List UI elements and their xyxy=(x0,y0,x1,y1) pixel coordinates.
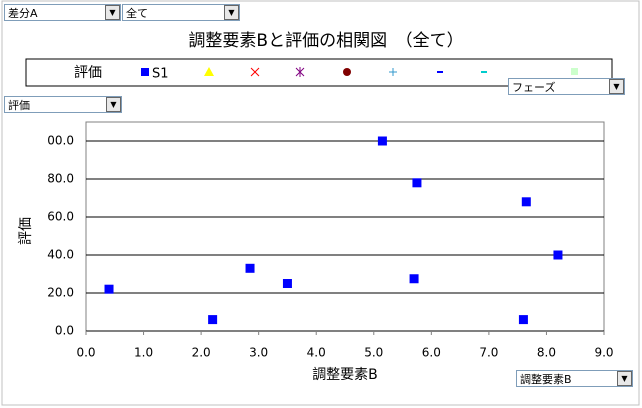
phase-dropdown[interactable]: フェーズ ▼ xyxy=(508,78,625,95)
point xyxy=(518,315,528,325)
point xyxy=(208,315,218,325)
x-tick-label: 5.0 xyxy=(364,346,383,360)
x-tick-label: 2.0 xyxy=(192,346,211,360)
filter-dropdown[interactable]: 差分A ▼ xyxy=(4,4,121,21)
dropdown-text: 差分A xyxy=(8,7,38,20)
legend-marker xyxy=(295,67,305,77)
legend-marker xyxy=(141,68,149,76)
chart-title: 調整要素Bと評価の相関図 （全て） xyxy=(188,31,463,51)
x-tick-label: 8.0 xyxy=(537,346,556,360)
y-tick-label: 40.0 xyxy=(47,248,74,262)
dropdown-text: フェーズ xyxy=(512,81,556,94)
point xyxy=(245,263,255,273)
x-field-dropdown[interactable]: 調整要素B ▼ xyxy=(516,370,633,387)
legend-marker xyxy=(571,68,578,75)
y-axis-title: 評価 xyxy=(18,217,34,245)
dropdown-text: 評価 xyxy=(8,99,30,112)
y-tick-label: 80.0 xyxy=(47,172,74,186)
y-tick-label: 0.0 xyxy=(55,324,74,338)
point xyxy=(282,279,292,288)
x-tick-label: 4.0 xyxy=(307,346,326,360)
y-tick-label: 20.0 xyxy=(47,286,74,300)
point xyxy=(412,178,422,188)
legend-entry: S1 xyxy=(152,67,169,82)
x-tick-label: 1.0 xyxy=(134,346,153,360)
x-tick-label: 3.0 xyxy=(249,346,268,360)
legend-marker xyxy=(204,67,214,76)
x-tick-label: 6.0 xyxy=(422,346,441,360)
y-tick-label: 60.0 xyxy=(47,210,74,224)
point xyxy=(409,274,419,284)
legend-marker xyxy=(389,68,397,76)
legend-marker xyxy=(250,67,260,77)
x-tick-label: 9.0 xyxy=(594,346,613,360)
legend-marker xyxy=(343,68,351,76)
point xyxy=(521,197,531,207)
plot-area xyxy=(85,121,605,332)
point xyxy=(553,250,563,260)
x-tick-label: 0.0 xyxy=(76,346,95,360)
y-field-dropdown[interactable]: 評価 ▼ xyxy=(4,96,122,113)
point xyxy=(104,284,114,294)
dropdown-text: 全て xyxy=(126,7,148,20)
x-tick-label: 7.0 xyxy=(479,346,498,360)
filter-dropdown[interactable]: 全て ▼ xyxy=(122,4,240,21)
dropdown-text: 調整要素B xyxy=(520,373,572,386)
y-tick-label: 00.0 xyxy=(47,134,74,148)
point xyxy=(377,136,387,146)
x-axis-title: 調整要素B xyxy=(312,367,378,383)
legend-title: 評価 xyxy=(74,65,102,81)
